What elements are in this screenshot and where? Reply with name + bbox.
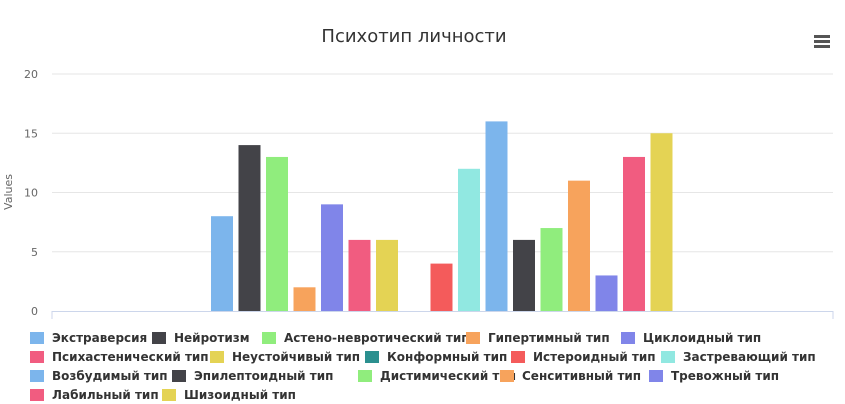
legend-label: Тревожный тип	[671, 368, 780, 383]
bar[interactable]	[623, 156, 645, 311]
legend-item[interactable]: Застревающий тип	[661, 347, 816, 366]
legend-item[interactable]: Тревожный тип	[649, 366, 779, 385]
bar[interactable]	[430, 263, 453, 311]
hamburger-menu-icon	[814, 45, 830, 48]
legend-item[interactable]: Истероидный тип	[511, 347, 656, 366]
legend-swatch	[466, 331, 480, 344]
legend-item[interactable]: Гипертимный тип	[466, 328, 610, 347]
legend-swatch	[30, 388, 44, 401]
legend-swatch	[30, 350, 44, 363]
legend-item[interactable]: Дистимический тип	[358, 366, 516, 385]
legend-item[interactable]: Возбудимый тип	[30, 366, 168, 385]
legend-label: Дистимический тип	[380, 368, 517, 383]
legend-item[interactable]: Лабильный тип	[30, 385, 159, 404]
legend-item[interactable]: Экстраверсия	[30, 328, 147, 347]
y-tick-label: 0	[31, 305, 38, 318]
legend-label: Экстраверсия	[52, 330, 148, 345]
legend-item[interactable]: Сенситивный тип	[500, 366, 641, 385]
legend-item[interactable]: Эпилептоидный тип	[172, 366, 333, 385]
legend-label: Циклоидный тип	[643, 330, 762, 345]
bar[interactable]	[650, 133, 673, 311]
hamburger-menu-icon	[814, 40, 830, 43]
legend-item[interactable]: Нейротизм	[152, 328, 250, 347]
bar[interactable]	[348, 239, 371, 311]
hamburger-menu-icon	[814, 35, 830, 38]
legend-swatch	[262, 331, 276, 344]
legend-label: Астено-невротический тип	[284, 330, 470, 345]
bar-chart: 0 5 10 15 20 Values	[2, 68, 834, 319]
legend-row: Возбудимый тип Эпилептоидный тип Дистимиче…	[30, 366, 830, 385]
legend-label: Конформный тип	[387, 349, 508, 364]
y-axis-label: Values	[2, 174, 15, 210]
y-tick-label: 20	[24, 68, 38, 81]
y-tick-label: 10	[24, 187, 38, 200]
legend-label: Возбудимый тип	[52, 368, 168, 383]
bar[interactable]	[458, 168, 480, 311]
legend-swatch	[30, 369, 44, 382]
y-tick-label: 5	[31, 246, 38, 259]
legend-item[interactable]: Шизоидный тип	[162, 385, 296, 404]
legend-label: Шизоидный тип	[184, 387, 296, 402]
legend-row: Лабильный тип Шизоидный тип	[30, 385, 830, 404]
bar[interactable]	[568, 180, 590, 311]
bar[interactable]	[293, 287, 316, 311]
legend-item[interactable]: Неустойчивый тип	[210, 347, 360, 366]
legend-swatch	[30, 331, 44, 344]
legend-swatch	[511, 350, 525, 363]
legend-label: Лабильный тип	[52, 387, 159, 402]
bar[interactable]	[540, 228, 563, 311]
legend-row: Психастенический тип Неустойчивый тип Конф…	[30, 347, 830, 366]
bar[interactable]	[595, 275, 618, 311]
chart-menu-button[interactable]	[812, 34, 832, 50]
legend-swatch	[365, 350, 379, 363]
legend-row: Экстраверсия Нейротизм Астено-невротически…	[30, 328, 830, 347]
legend-label: Эпилептоидный тип	[194, 368, 334, 383]
legend-swatch	[210, 350, 224, 363]
legend-label: Застревающий тип	[683, 349, 816, 364]
legend-swatch	[500, 369, 514, 382]
chart-legend: Экстраверсия Нейротизм Астено-невротически…	[30, 328, 830, 404]
legend-swatch	[152, 331, 166, 344]
legend-label: Сенситивный тип	[522, 368, 642, 383]
y-tick-label: 15	[24, 127, 38, 140]
legend-swatch	[358, 369, 372, 382]
legend-label: Неустойчивый тип	[232, 349, 361, 364]
legend-item[interactable]: Астено-невротический тип	[262, 328, 470, 347]
legend-swatch	[621, 331, 635, 344]
legend-swatch	[661, 350, 675, 363]
legend-item[interactable]: Психастенический тип	[30, 347, 209, 366]
legend-item[interactable]: Конформный тип	[365, 347, 507, 366]
legend-swatch	[162, 388, 176, 401]
bar[interactable]	[376, 239, 398, 311]
bar[interactable]	[238, 145, 261, 311]
legend-swatch	[649, 369, 663, 382]
legend-label: Истероидный тип	[533, 349, 656, 364]
legend-label: Психастенический тип	[52, 349, 209, 364]
legend-swatch	[172, 369, 186, 382]
bar[interactable]	[266, 156, 288, 311]
chart-title: Психотип личности	[321, 26, 507, 47]
legend-label: Нейротизм	[174, 330, 250, 345]
bar[interactable]	[211, 216, 233, 311]
legend-label: Гипертимный тип	[488, 330, 610, 345]
bar[interactable]	[485, 121, 508, 312]
bar[interactable]	[513, 239, 535, 311]
legend-item[interactable]: Циклоидный тип	[621, 328, 761, 347]
bar[interactable]	[321, 204, 343, 311]
